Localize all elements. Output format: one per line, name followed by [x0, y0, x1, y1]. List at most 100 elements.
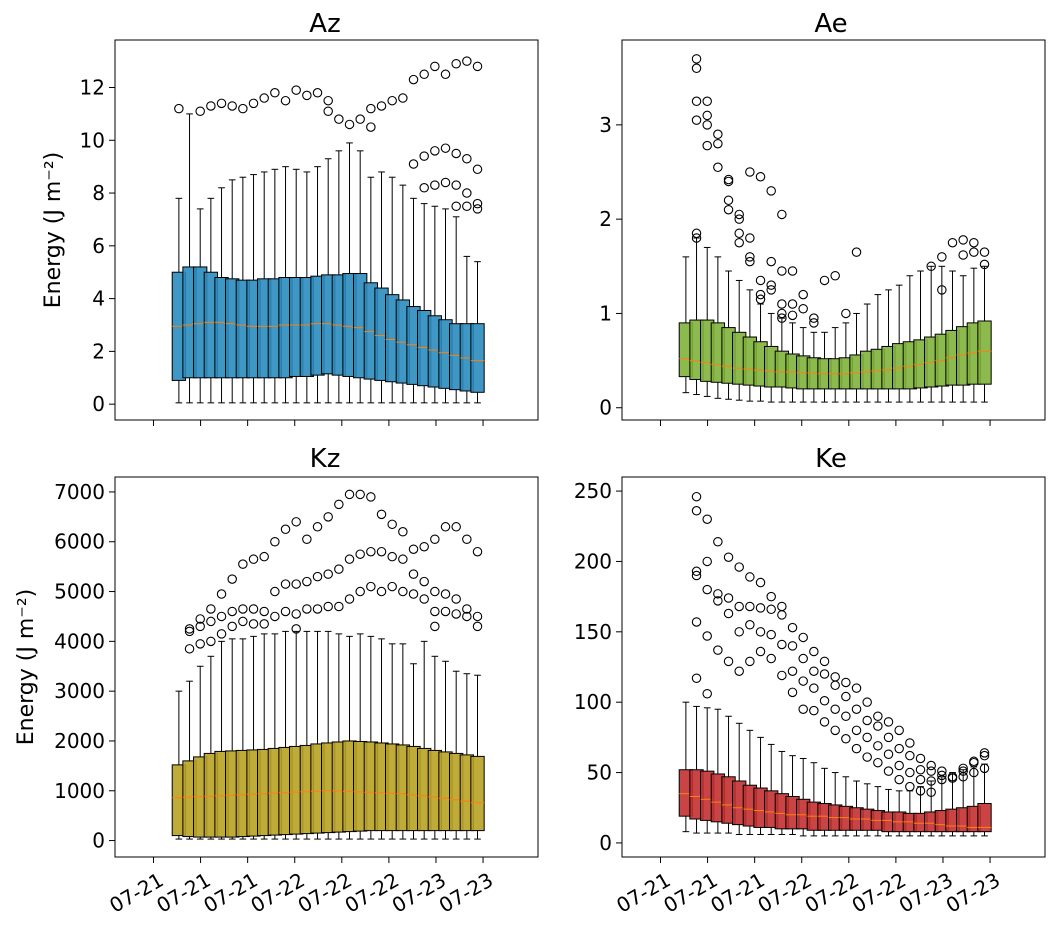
outlier-point — [926, 760, 936, 771]
outlier-point — [702, 631, 712, 641]
outlier-point — [702, 96, 712, 107]
outlier-point — [323, 106, 333, 117]
outlier-point — [777, 670, 787, 681]
outlier-point — [723, 204, 734, 215]
outlier-point — [915, 753, 926, 764]
panel-ae: Ae 0 1 2 3 — [599, 9, 1046, 426]
box-ke-19 — [881, 717, 896, 837]
outlier-point — [777, 610, 787, 620]
outlier-point — [472, 198, 483, 209]
outlier-point — [462, 534, 472, 545]
outlier-point — [691, 491, 702, 502]
outlier-point — [355, 489, 365, 500]
outlier-point — [723, 174, 734, 185]
outlier-point — [462, 201, 472, 212]
outlier-point — [691, 673, 702, 684]
box-ae-6 — [742, 167, 758, 402]
outlier-point — [387, 95, 397, 106]
outlier-point — [184, 624, 195, 634]
boxes-ke — [678, 491, 992, 837]
outlier-point — [915, 764, 926, 775]
box-kz-26 — [449, 522, 464, 840]
outlier-point — [419, 576, 429, 587]
panel-kz: Kz 0 1000 2000 3000 4000 5000 6000 7000 07-2107-… — [54, 444, 539, 918]
outlier-point — [905, 750, 915, 761]
outlier-point — [366, 581, 376, 592]
outlier-point — [259, 93, 269, 103]
outlier-point — [766, 653, 776, 664]
outlier-point — [702, 584, 712, 595]
axes-frame-ae — [621, 39, 1046, 421]
box-az-26 — [449, 58, 464, 404]
box-kz-0 — [171, 690, 187, 840]
outlier-point — [323, 601, 333, 612]
box-iqr — [977, 803, 992, 833]
outlier-point — [355, 586, 365, 597]
outlier-point — [227, 101, 237, 111]
outlier-point — [419, 69, 429, 80]
outlier-point — [745, 233, 755, 243]
plot-area-az: 0 2 4 6 8 10 12 — [80, 39, 539, 426]
outlier-point — [280, 95, 291, 106]
boxes-kz — [171, 489, 485, 840]
outlier-point — [787, 299, 798, 309]
boxes-az — [171, 56, 485, 404]
outlier-point — [440, 69, 451, 80]
box-ke-27 — [966, 756, 982, 837]
x-tick-label: 07-23 — [435, 868, 497, 918]
outlier-point — [894, 743, 904, 754]
box-ae-12 — [806, 313, 822, 403]
panel-title-kz: Kz — [310, 444, 341, 474]
y-axis-label-top: Energy (J m⁻²) — [41, 152, 66, 309]
outlier-point — [723, 608, 734, 619]
outlier-point — [894, 725, 904, 736]
panel-az: Az 0 2 4 6 8 10 12 — [80, 9, 539, 426]
outlier-point — [723, 195, 734, 206]
outlier-point — [376, 546, 387, 557]
outlier-point — [334, 499, 344, 510]
outlier-point — [366, 103, 376, 114]
outlier-point — [777, 266, 787, 276]
outlier-point — [979, 748, 990, 758]
outlier-point — [766, 285, 776, 295]
outlier-point — [851, 683, 862, 693]
outlier-point — [777, 601, 787, 612]
boxes-ae — [678, 54, 992, 403]
outlier-point — [798, 632, 808, 643]
x-tick-label: 07-23 — [942, 868, 1004, 918]
outlier-point — [691, 63, 702, 74]
x-ticks-az — [152, 420, 484, 426]
outlier-point — [408, 74, 419, 85]
outlier-point — [270, 536, 280, 547]
axes-frame-kz — [114, 476, 539, 858]
outlier-point — [723, 656, 734, 667]
outlier-point — [969, 247, 979, 257]
outlier-point — [873, 757, 883, 768]
outlier-point — [755, 646, 766, 657]
outlier-point — [851, 725, 862, 736]
outlier-point — [766, 280, 776, 290]
panel-ke: Ke 0 50 100 150 200 250 07-2107-2107-2107-2207… — [574, 444, 1046, 918]
box-ae-17 — [860, 303, 875, 403]
box-ae-28 — [977, 247, 992, 403]
outlier-point — [713, 129, 723, 140]
outlier-point — [691, 566, 702, 577]
outlier-point — [969, 757, 979, 768]
box-ke-25 — [945, 772, 960, 837]
outlier-point — [723, 176, 734, 187]
outlier-point — [355, 549, 365, 559]
outlier-point — [787, 687, 798, 698]
outlier-point — [451, 201, 461, 212]
plot-area-ae: 0 1 2 3 — [599, 39, 1046, 426]
outlier-point — [184, 644, 195, 654]
outlier-point — [809, 646, 819, 657]
outlier-point — [430, 621, 440, 632]
outlier-point — [398, 554, 408, 564]
axes-frame-az — [114, 39, 539, 421]
outlier-point — [430, 534, 440, 545]
box-az-28 — [470, 61, 485, 404]
plot-area-kz: 0 1000 2000 3000 4000 5000 6000 7000 07-2107-210… — [54, 476, 539, 918]
outlier-point — [216, 589, 227, 599]
outlier-point — [462, 604, 472, 614]
outlier-point — [766, 186, 776, 196]
